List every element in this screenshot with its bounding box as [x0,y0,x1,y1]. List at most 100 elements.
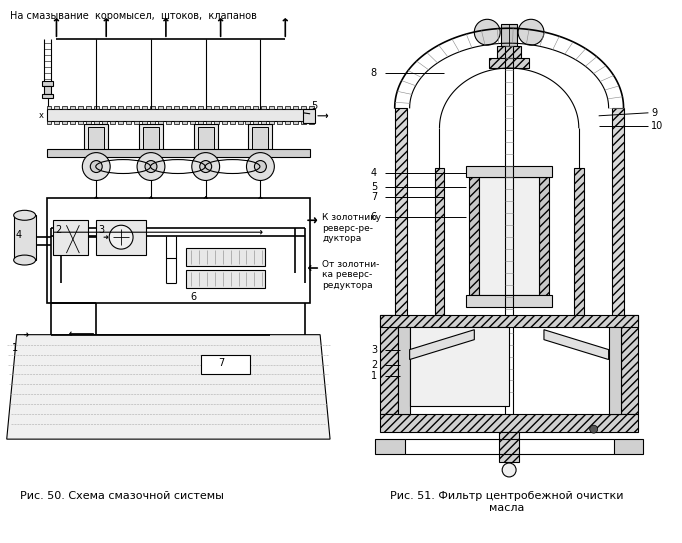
Bar [198,106,203,109]
Text: 4: 4 [16,230,22,240]
Bar [166,106,171,109]
Bar [489,58,529,68]
Circle shape [474,20,500,45]
Ellipse shape [14,255,35,265]
Circle shape [518,20,544,45]
Bar [410,327,509,406]
Bar [301,106,306,109]
Text: От золотни-
ка реверс-
редуктора: От золотни- ка реверс- редуктора [322,260,379,290]
Bar [248,124,272,151]
Bar [293,106,298,109]
Circle shape [109,225,133,249]
Text: 1: 1 [371,371,377,382]
Bar [118,106,123,109]
Bar [222,121,226,124]
Circle shape [502,463,516,477]
Bar [309,106,314,109]
Bar [190,106,195,109]
Bar [182,106,187,109]
Bar [254,106,258,109]
Bar [110,121,115,124]
Bar [186,270,265,288]
Text: На смазывание  коромысел,  штоков,  клапанов: На смазывание коромысел, штоков, клапано… [10,11,256,21]
Bar [94,121,100,124]
Bar [213,106,219,109]
Bar [182,121,187,124]
Bar [301,121,306,124]
Text: 4: 4 [371,167,377,178]
Bar [293,121,298,124]
Bar [466,166,552,178]
Bar [126,121,131,124]
Bar [134,121,139,124]
Bar [261,121,267,124]
Text: 6: 6 [371,212,377,222]
Bar [142,121,147,124]
Bar [198,121,203,124]
Text: 9: 9 [651,108,657,118]
Bar [395,108,406,355]
Bar [375,439,404,454]
Bar [53,220,88,255]
Bar [14,215,35,260]
Bar [608,327,621,414]
Bar [237,121,243,124]
Bar [78,106,83,109]
Bar [55,106,59,109]
Bar [158,121,163,124]
Circle shape [83,153,110,180]
Bar [194,124,218,151]
Bar [539,178,549,295]
Bar [42,81,53,86]
Bar [380,315,398,414]
Text: Рис. 50. Схема смазочной системы: Рис. 50. Схема смазочной системы [20,491,224,501]
Bar [246,121,250,124]
Text: x: x [39,111,44,120]
Bar [118,121,123,124]
Bar [46,149,310,156]
Bar [94,106,100,109]
Bar [285,106,291,109]
Bar [150,121,155,124]
Circle shape [137,153,165,180]
Bar [78,121,83,124]
Bar [85,124,108,151]
Circle shape [90,161,102,173]
Bar [261,106,267,109]
Text: 5: 5 [371,182,377,192]
Text: 2: 2 [371,359,377,370]
Bar [142,106,147,109]
Bar [139,124,163,151]
Bar [479,178,539,295]
Bar [186,248,265,266]
Bar [501,24,517,46]
Text: 3: 3 [371,345,377,355]
Bar [87,106,91,109]
Bar [46,106,51,109]
Bar [174,121,179,124]
Bar [55,121,59,124]
Bar [198,127,213,149]
Bar [252,127,269,149]
Bar [434,168,445,325]
Bar [102,106,107,109]
Text: Рис. 51. Фильтр центробежной очистки: Рис. 51. Фильтр центробежной очистки [390,491,624,501]
Bar [110,106,115,109]
Bar [213,121,219,124]
Ellipse shape [14,210,35,220]
Bar [134,106,139,109]
Text: 7: 7 [371,192,377,203]
Bar [206,121,211,124]
Bar [466,295,552,307]
Bar [303,109,315,123]
Bar [63,106,68,109]
Bar [96,220,146,255]
Bar [309,121,314,124]
Text: 8: 8 [371,68,377,78]
Text: масла: масла [490,503,525,513]
Text: К золотнику
реверс-ре-
дуктора: К золотнику реверс-ре- дуктора [322,213,381,243]
Circle shape [590,425,597,433]
Bar [497,46,521,58]
Bar [269,121,274,124]
Text: 10: 10 [651,121,664,131]
